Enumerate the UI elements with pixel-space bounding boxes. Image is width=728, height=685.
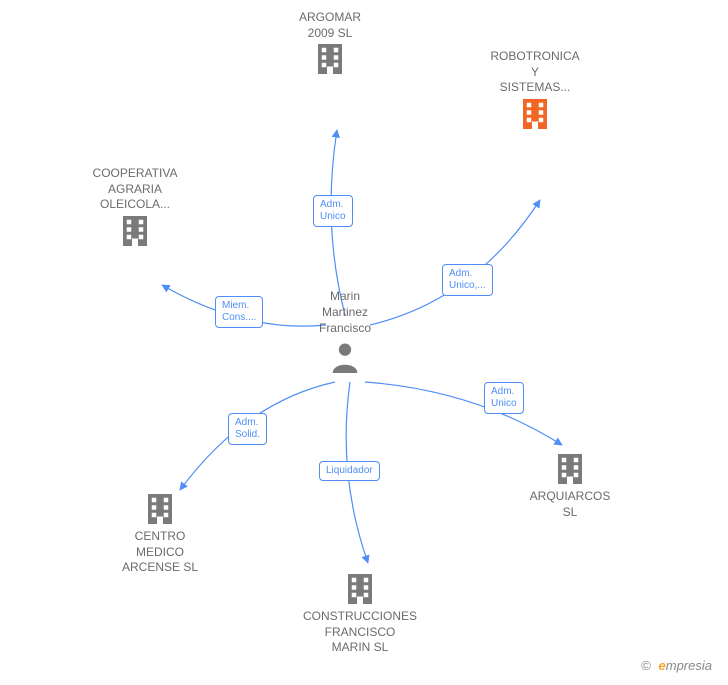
edge-arquiarcos	[365, 382, 562, 445]
company-node-argomar[interactable]: ARGOMAR 2009 SL	[260, 10, 400, 79]
company-label: COOPERATIVA AGRARIA OLEICOLA...	[65, 166, 205, 213]
company-node-centro[interactable]: CENTRO MEDICO ARCENSE SL	[90, 491, 230, 576]
building-icon	[290, 571, 430, 607]
copyright-symbol: ©	[641, 658, 651, 673]
edge-label-robotronica[interactable]: Adm. Unico,...	[442, 264, 493, 296]
company-node-robotronica[interactable]: ROBOTRONICA Y SISTEMAS...	[465, 49, 605, 134]
brand-rest: mpresia	[666, 658, 712, 673]
edge-label-centro[interactable]: Adm. Solid.	[228, 413, 267, 445]
footer-attribution: © empresia	[641, 658, 712, 673]
edge-robotronica	[370, 200, 540, 325]
edge-label-cooperativa[interactable]: Miem. Cons....	[215, 296, 263, 328]
building-icon	[500, 451, 640, 487]
company-node-construcciones[interactable]: CONSTRUCCIONES FRANCISCO MARIN SL	[290, 571, 430, 656]
company-label: ARQUIARCOS SL	[500, 489, 640, 520]
edge-label-construcciones[interactable]: Liquidador	[319, 461, 380, 481]
center-person-label: Marin Martinez Francisco	[305, 288, 385, 337]
edge-label-arquiarcos[interactable]: Adm. Unico	[484, 382, 524, 414]
company-node-cooperativa[interactable]: COOPERATIVA AGRARIA OLEICOLA...	[65, 166, 205, 251]
company-label: CONSTRUCCIONES FRANCISCO MARIN SL	[290, 609, 430, 656]
building-icon	[90, 491, 230, 527]
center-person-node[interactable]: Marin Martinez Francisco	[305, 288, 385, 378]
brand-accent: e	[659, 658, 666, 673]
company-node-arquiarcos[interactable]: ARQUIARCOS SL	[500, 451, 640, 520]
edge-label-argomar[interactable]: Adm. Unico	[313, 195, 353, 227]
person-icon	[330, 341, 360, 373]
company-label: CENTRO MEDICO ARCENSE SL	[90, 529, 230, 576]
building-icon	[260, 41, 400, 77]
building-icon	[65, 213, 205, 249]
company-label: ROBOTRONICA Y SISTEMAS...	[465, 49, 605, 96]
company-label: ARGOMAR 2009 SL	[260, 10, 400, 41]
diagram-canvas: Marin Martinez Francisco ARGOMAR 2009 SL…	[0, 0, 728, 685]
building-icon	[465, 96, 605, 132]
